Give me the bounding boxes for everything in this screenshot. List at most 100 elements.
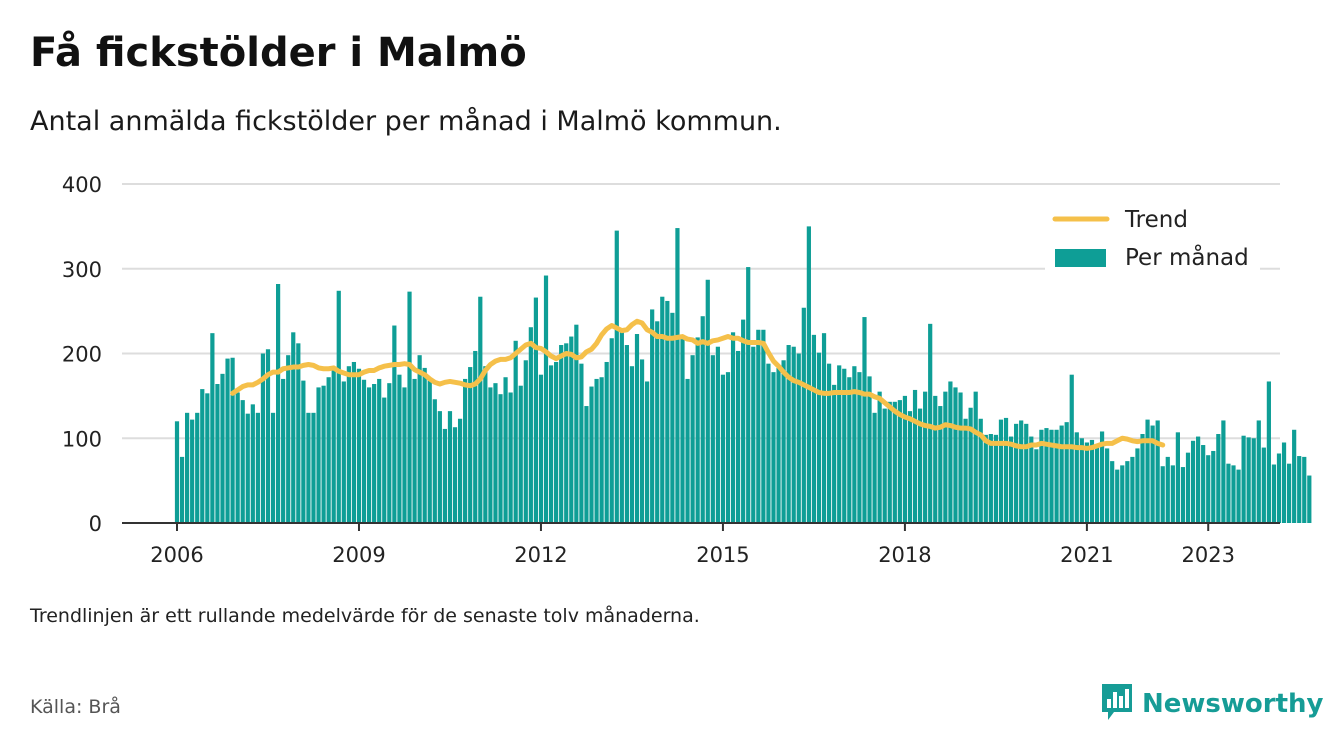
bar (892, 401, 897, 523)
brand-name: Newsworthy (1142, 689, 1324, 719)
bar (1084, 442, 1089, 523)
bar (361, 379, 367, 523)
bar (548, 365, 554, 523)
bar (837, 365, 842, 523)
bar (1059, 425, 1064, 523)
bar (715, 346, 720, 523)
bar (1008, 436, 1014, 523)
bar (392, 325, 397, 523)
bar (776, 367, 781, 523)
bar (852, 366, 857, 523)
bar (634, 334, 640, 523)
bar (569, 336, 574, 523)
bar (943, 391, 948, 523)
bar (316, 387, 321, 523)
bar (1302, 456, 1307, 523)
bar (554, 361, 559, 523)
bar (887, 401, 892, 523)
bar (1125, 461, 1130, 523)
y-tick-label: 400 (62, 173, 102, 197)
bar (1211, 450, 1216, 523)
bar (473, 350, 478, 523)
bar (983, 434, 988, 523)
y-tick-label: 100 (62, 427, 102, 451)
bar (680, 336, 685, 523)
bar (372, 384, 377, 523)
bar (619, 330, 624, 523)
bar (938, 406, 943, 523)
bar (1044, 428, 1049, 523)
newsworthy-logo-icon (1100, 682, 1134, 726)
bar (953, 387, 958, 523)
bar (306, 412, 311, 523)
bar (493, 383, 498, 523)
bar (725, 372, 731, 523)
bar (452, 427, 458, 523)
bar (1216, 434, 1221, 523)
bar (639, 359, 645, 523)
bar (407, 291, 412, 523)
bar (756, 329, 761, 523)
bar (963, 418, 968, 523)
bar (730, 332, 736, 523)
bar (1094, 446, 1100, 523)
bar (579, 363, 584, 523)
bar (826, 363, 832, 523)
x-tick-label: 2009 (332, 543, 385, 567)
bar (695, 337, 700, 523)
bar (609, 338, 614, 523)
bar (968, 407, 973, 523)
bar (215, 384, 220, 523)
newsworthy-logo[interactable]: Newsworthy (1100, 682, 1323, 726)
chart-subtitle: Antal anmälda fickstölder per månad i Ma… (30, 106, 782, 137)
bar (1064, 422, 1069, 523)
legend: Trend Per månad (1045, 200, 1260, 280)
legend-bar-swatch (1055, 249, 1106, 267)
bar (543, 275, 549, 523)
bar (801, 307, 806, 523)
bar (670, 312, 675, 523)
bar (281, 378, 286, 523)
chart-title: Få fickstölder i Malmö (30, 30, 527, 76)
bar (190, 419, 195, 523)
bar (1155, 420, 1160, 523)
bar (533, 297, 538, 523)
bar (710, 355, 715, 523)
bar (463, 378, 468, 523)
bar (341, 381, 346, 523)
bar (917, 408, 923, 523)
bar (897, 400, 902, 523)
bar (584, 406, 589, 523)
bar (513, 340, 518, 523)
bar (1297, 456, 1302, 523)
bar (599, 377, 604, 523)
bar (1099, 431, 1105, 523)
bar (973, 391, 978, 523)
bar (685, 378, 690, 523)
bar (675, 228, 680, 523)
bar (336, 290, 341, 523)
chart-source: Källa: Brå (30, 696, 121, 718)
bar (179, 456, 185, 523)
x-tick-label: 2015 (696, 543, 749, 567)
bar (1256, 420, 1261, 523)
bar (447, 411, 453, 523)
bar (351, 361, 357, 523)
bar (877, 391, 882, 523)
bar (488, 387, 493, 523)
bar (650, 309, 655, 523)
bar (1175, 432, 1180, 523)
bar (574, 324, 579, 523)
bar (301, 380, 306, 523)
bar (1034, 449, 1039, 523)
bar (907, 411, 913, 523)
bar (311, 412, 316, 523)
bar (1079, 438, 1084, 523)
bar (1115, 469, 1120, 523)
bar (1276, 453, 1282, 523)
bar (402, 387, 407, 523)
bar (1261, 447, 1266, 523)
bar (1135, 448, 1140, 523)
legend-label-per-manad: Per månad (1125, 243, 1249, 271)
bar (296, 343, 301, 523)
